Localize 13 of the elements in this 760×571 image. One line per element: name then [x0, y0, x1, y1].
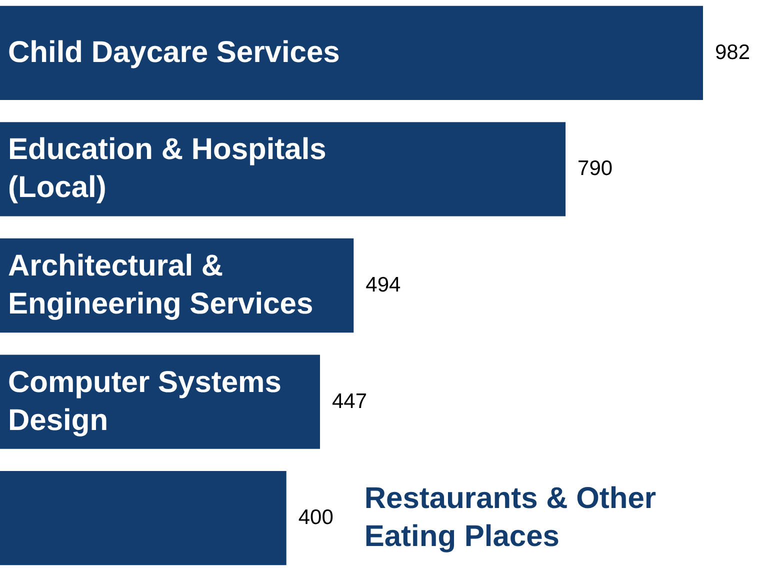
data-label: 790 [578, 157, 613, 180]
data-label: 982 [715, 40, 750, 64]
data-label: 400 [298, 506, 334, 530]
y-tick-label: Education & Hospitals (Local) [8, 133, 326, 204]
bar [0, 122, 566, 216]
y-tick-label: Architectural & Engineering Services [8, 250, 314, 320]
data-label: 494 [366, 274, 402, 296]
y-tick-label: Child Daycare Services [8, 36, 340, 69]
y-tick-label: Computer Systems Design [8, 366, 282, 437]
y-tick-label: Restaurants & Other Eating Places [364, 482, 656, 554]
bar [0, 470, 286, 566]
data-label: 447 [332, 390, 368, 413]
bar [0, 6, 703, 100]
